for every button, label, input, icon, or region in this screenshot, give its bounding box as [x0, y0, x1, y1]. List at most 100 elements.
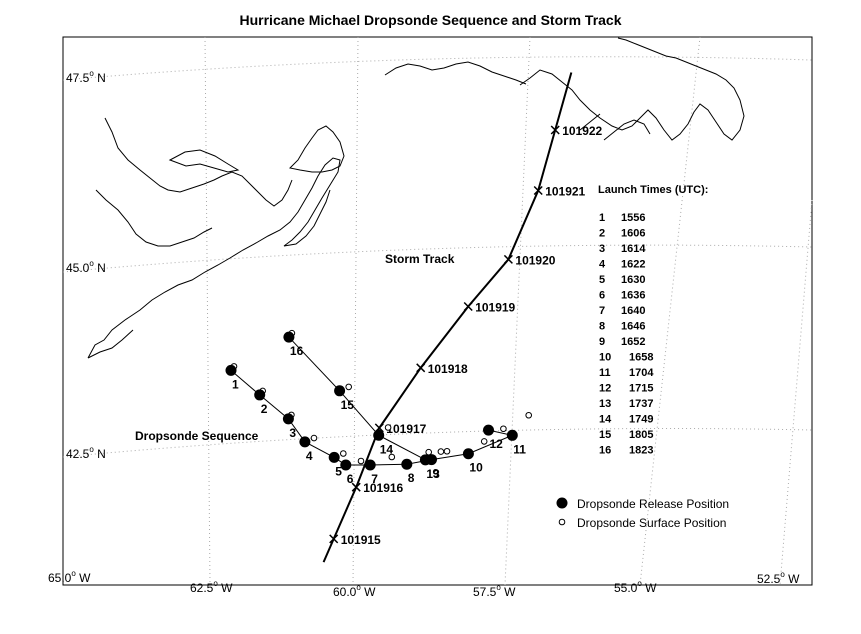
legend-surface-marker	[558, 518, 566, 526]
storm-track-point: 101918	[416, 362, 468, 376]
storm-track-point-label: 101922	[562, 124, 602, 138]
launch-time-row: 2 1606	[599, 228, 645, 240]
launch-time-value: 1704	[629, 367, 654, 379]
launch-time-value: 1630	[621, 274, 645, 286]
storm-track-point: 101922	[550, 124, 603, 138]
dropsonde-number-label: 5	[335, 464, 342, 478]
storm-track-point-label: 101918	[428, 362, 468, 376]
launch-time-number: 3	[599, 243, 605, 255]
launch-time-value: 1658	[629, 352, 653, 364]
dropsonde-number-label: 7	[371, 472, 378, 486]
dropsonde-release-marker	[462, 448, 474, 460]
dropsonde-point: 13	[419, 448, 445, 481]
dropsonde-surface-marker	[437, 448, 445, 455]
launch-time-number: 8	[599, 321, 605, 333]
launch-time-number: 15	[599, 429, 611, 441]
launch-time-number: 9	[599, 336, 605, 348]
dropsonde-number-label: 12	[490, 437, 504, 451]
dropsonde-surface-marker	[388, 453, 396, 461]
storm-track: 1019151019161019171019181019191019201019…	[322, 72, 603, 563]
dropsonde-point: 4	[299, 434, 318, 463]
dropsonde-number-label: 13	[426, 467, 440, 481]
dropsonde-number-label: 3	[289, 426, 296, 440]
dropsonde-release-marker	[340, 459, 352, 471]
legend-release-label: Dropsonde Release Position	[577, 497, 729, 511]
launch-time-row: 4 1622	[599, 259, 645, 271]
dropsonde-surface-marker	[443, 447, 451, 455]
launch-time-number: 10	[599, 352, 611, 364]
dropsonde-release-marker	[254, 389, 266, 401]
lat-tick-42-5: 42.5o N	[66, 445, 106, 461]
dropsonde-release-marker	[334, 385, 346, 397]
dropsonde-number-label: 15	[341, 398, 355, 412]
dropsonde-number-label: 6	[347, 472, 354, 486]
graticule-lat-47-5	[62, 56, 813, 81]
legend-release-marker	[556, 497, 568, 509]
launch-time-row: 11 1704	[599, 367, 654, 379]
coast-pei	[168, 149, 240, 173]
dropsonde-surface-marker	[525, 411, 533, 419]
storm-track-line	[322, 72, 573, 563]
launch-time-number: 2	[599, 228, 605, 240]
plot-frame	[62, 36, 813, 586]
storm-track-point-label: 101916	[363, 481, 403, 495]
lon-tick-55: 55.0o W	[614, 579, 657, 595]
dropsonde-point: 12	[483, 424, 507, 451]
storm-track-label: Storm Track	[385, 252, 455, 266]
legend: Dropsonde Release Position Dropsonde Sur…	[556, 497, 729, 530]
launch-time-value: 1606	[621, 228, 645, 240]
dropsonde-point: 5	[328, 450, 347, 478]
dropsonde-surface-marker	[425, 448, 433, 456]
storm-track-marker	[416, 363, 426, 373]
storm-track-point-label: 101920	[515, 253, 555, 267]
dropsonde-number-label: 16	[290, 344, 304, 358]
coastlines	[87, 37, 745, 359]
storm-track-point-label: 101921	[545, 184, 585, 198]
dropsonde-surface-marker	[345, 383, 353, 391]
coast-new-brunswick	[95, 117, 293, 247]
dropsonde-surface-marker	[500, 425, 507, 433]
launch-time-value: 1715	[629, 383, 653, 395]
dropsonde-release-marker	[225, 364, 237, 376]
storm-track-marker	[351, 482, 361, 492]
launch-time-value: 1556	[621, 212, 645, 224]
launch-time-row: 14 1749	[599, 414, 653, 426]
launch-time-row: 6 1636	[599, 290, 645, 302]
launch-time-number: 5	[599, 274, 605, 286]
dropsonde-release-marker	[283, 331, 295, 343]
launch-time-number: 13	[599, 398, 611, 410]
dropsonde-point: 1	[225, 363, 239, 391]
dropsonde-release-marker	[282, 413, 294, 425]
dropsonde-release-marker	[364, 459, 376, 471]
dropsonde-point: 2	[254, 387, 268, 416]
dropsonde-release-marker	[328, 451, 340, 463]
launch-time-row: 13 1737	[599, 398, 653, 410]
lon-tick-60: 60.0o W	[333, 583, 376, 599]
launch-time-number: 16	[599, 445, 611, 457]
dropsonde-number-label: 1	[232, 377, 239, 391]
storm-track-marker	[503, 254, 513, 264]
dropsonde-surface-marker	[340, 450, 347, 457]
storm-track-marker	[533, 185, 543, 196]
dropsonde-point: 10	[462, 438, 488, 475]
launch-time-value: 1636	[621, 290, 645, 302]
dropsonde-surface-marker	[480, 438, 488, 445]
graticule-lon-60	[352, 36, 359, 586]
dropsonde-number-label: 10	[469, 461, 483, 475]
lat-tick-47-5: 47.5o N	[66, 69, 106, 85]
launch-time-value: 1622	[621, 259, 645, 271]
lon-tick-65: 65.0o W	[48, 569, 91, 585]
lon-tick-62-5: 62.5o W	[190, 579, 233, 595]
coast-cape-breton	[288, 125, 345, 173]
graticule-lon-62-5	[204, 36, 211, 586]
dropsonde-number-label: 9	[433, 467, 440, 481]
launch-time-number: 7	[599, 305, 605, 317]
launch-time-number: 4	[599, 259, 606, 271]
lat-tick-labels: 47.5o N 45.0o N 42.5o N	[66, 69, 106, 461]
dropsonde-point: 11	[506, 411, 533, 456]
launch-time-row: 15 1805	[599, 429, 653, 441]
dropsonde-point: 16	[283, 329, 304, 358]
dropsonde-number-label: 14	[380, 442, 394, 456]
